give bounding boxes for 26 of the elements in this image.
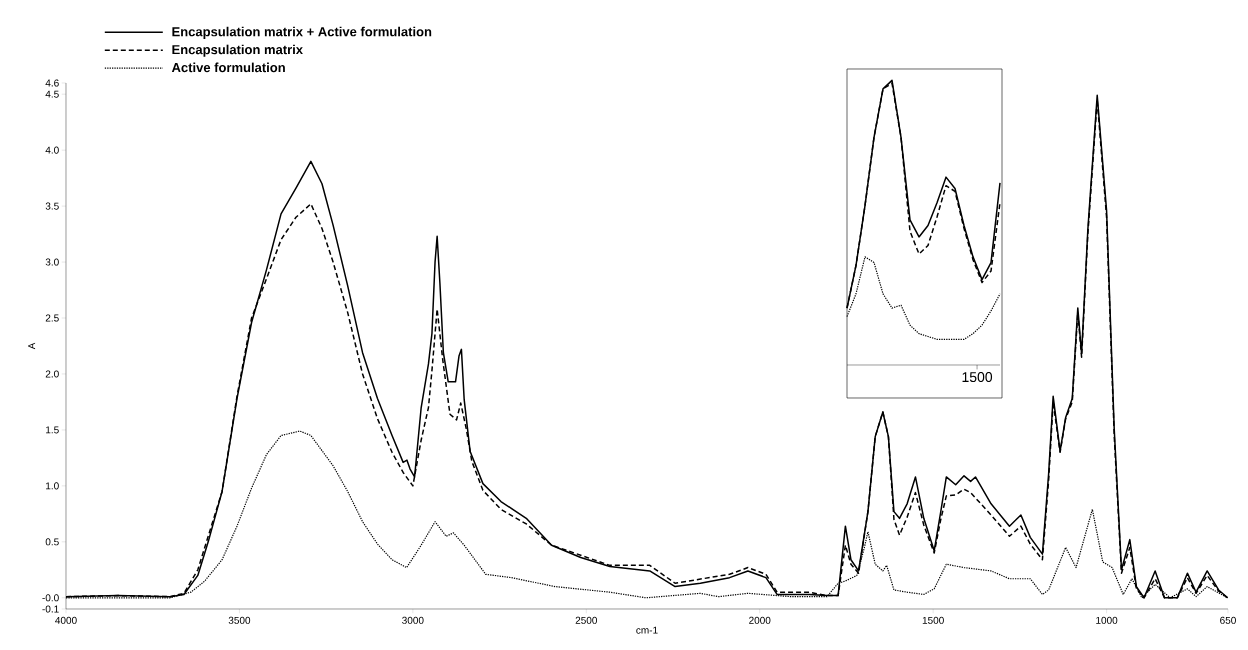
- annotation: 1500: [962, 372, 993, 383]
- legend-label: Encapsulation matrix: [172, 44, 303, 57]
- x-tick-label: 2000: [749, 616, 771, 624]
- x-tick-label: 3500: [228, 616, 251, 624]
- y-tick-label: 1.5: [46, 426, 59, 434]
- y-tick-label: 3.5: [45, 202, 59, 210]
- x-tick-label: 1500: [922, 616, 944, 624]
- x-tick-label: 4000: [55, 616, 77, 624]
- y-tick-label: 1.0: [46, 482, 59, 490]
- x-tick-label: 1000: [1096, 616, 1118, 624]
- y-tick-label: 0.5: [45, 538, 59, 546]
- x-tick-label: 3000: [402, 616, 424, 624]
- legend-label: Encapsulation matrix + Active formulation: [172, 26, 432, 39]
- x-axis-title: cm-1: [636, 626, 658, 634]
- y-tick-label: 4.5: [45, 90, 59, 98]
- x-tick-label: 650: [1220, 616, 1236, 624]
- y-tick-label: 4.0: [45, 146, 59, 154]
- y-tick-label: 3.0: [45, 258, 59, 266]
- y-tick-label: 2.5: [45, 314, 59, 322]
- legend-label: Active formulation: [171, 62, 285, 73]
- y-tick-label: 4.6: [45, 79, 59, 87]
- y-axis-title: A: [28, 342, 36, 350]
- y-tick-label: -0.1: [42, 605, 59, 613]
- x-tick-label: 2500: [575, 616, 598, 624]
- y-tick-label: 2.0: [45, 370, 59, 378]
- y-tick-label: -0.0: [42, 594, 59, 602]
